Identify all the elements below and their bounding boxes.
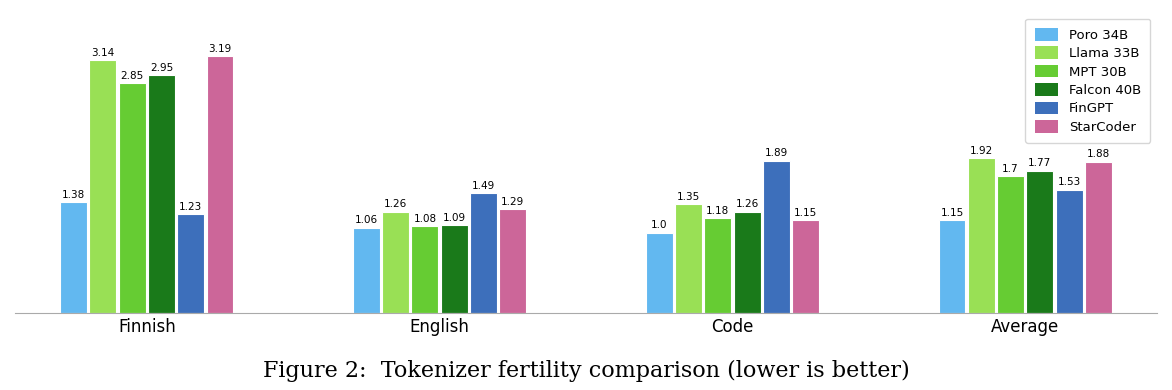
Bar (763, 161, 790, 313)
Text: 1.88: 1.88 (1086, 149, 1110, 159)
Text: 1.89: 1.89 (764, 149, 788, 158)
Bar (118, 83, 145, 313)
Bar (939, 220, 966, 313)
Bar (411, 226, 438, 313)
Bar (206, 56, 233, 313)
Bar (968, 158, 995, 313)
Bar (997, 176, 1024, 313)
Bar (734, 212, 761, 313)
Bar (470, 193, 497, 313)
Text: 1.92: 1.92 (969, 146, 993, 156)
Text: 1.53: 1.53 (1057, 177, 1081, 188)
Bar (704, 218, 731, 313)
Text: Figure 2:  Tokenizer fertility comparison (lower is better): Figure 2: Tokenizer fertility comparison… (263, 360, 909, 382)
Text: 1.15: 1.15 (793, 208, 817, 218)
Text: 1.77: 1.77 (1028, 158, 1051, 168)
Bar (792, 220, 819, 313)
Text: 1.35: 1.35 (677, 192, 700, 202)
Text: 1.18: 1.18 (707, 206, 729, 216)
Text: 2.95: 2.95 (150, 63, 173, 73)
Text: 1.26: 1.26 (384, 199, 408, 209)
Text: 2.85: 2.85 (121, 71, 144, 81)
Bar (646, 232, 673, 313)
Text: 1.7: 1.7 (1002, 164, 1018, 174)
Text: 1.29: 1.29 (502, 197, 524, 207)
Bar (1085, 161, 1112, 313)
Bar (148, 75, 175, 313)
Bar (499, 209, 526, 313)
Text: 1.26: 1.26 (735, 199, 758, 209)
Text: 1.15: 1.15 (940, 208, 963, 218)
Text: 1.0: 1.0 (650, 220, 668, 230)
Bar (1027, 170, 1054, 313)
Text: 1.38: 1.38 (62, 190, 86, 200)
Legend: Poro 34B, Llama 33B, MPT 30B, Falcon 40B, FinGPT, StarCoder: Poro 34B, Llama 33B, MPT 30B, Falcon 40B… (1026, 19, 1151, 143)
Bar (89, 60, 116, 313)
Text: 1.23: 1.23 (179, 202, 203, 212)
Text: 3.14: 3.14 (91, 48, 115, 58)
Text: 1.09: 1.09 (443, 213, 465, 223)
Bar (382, 212, 409, 313)
Bar (177, 214, 204, 313)
Bar (1056, 190, 1083, 313)
Bar (353, 228, 380, 313)
Text: 1.08: 1.08 (414, 214, 436, 224)
Text: 1.49: 1.49 (472, 181, 495, 191)
Bar (60, 202, 87, 313)
Text: 3.19: 3.19 (209, 44, 232, 54)
Bar (441, 225, 468, 313)
Text: 1.06: 1.06 (355, 215, 377, 225)
Bar (675, 204, 702, 313)
